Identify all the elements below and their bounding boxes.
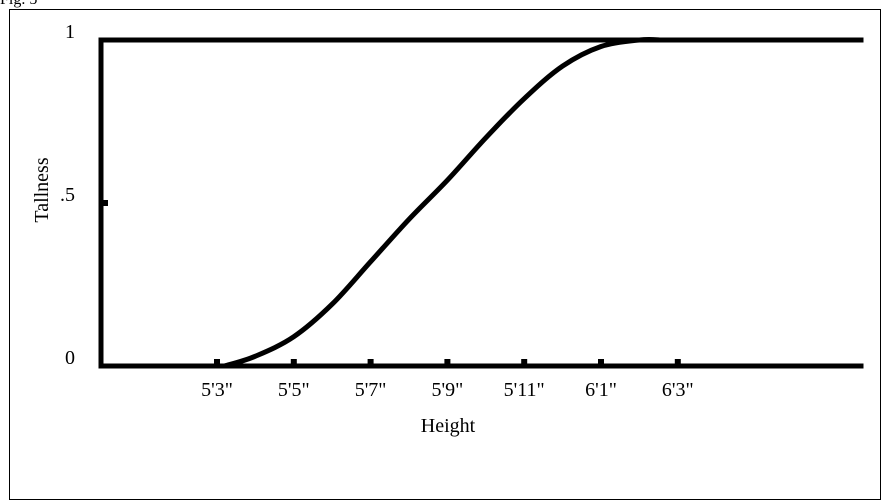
y-tick-label: .5 (60, 184, 75, 206)
y-tick-label: 0 (65, 347, 75, 369)
y-ticks-group: 0.51 (60, 21, 108, 369)
figure-frame (9, 9, 881, 500)
figure-label: Fig. 5 (0, 0, 37, 8)
x-tick-mark (521, 359, 528, 366)
x-tick-mark (598, 359, 604, 366)
x-tick-mark (367, 359, 374, 366)
x-tick-label: 5'9" (432, 379, 464, 401)
x-tick-label: 5'11" (504, 379, 545, 401)
x-tick-mark (674, 359, 681, 366)
y-axis-label: Tallness (31, 157, 53, 222)
y-tick-label: 1 (65, 21, 75, 43)
x-tick-mark (214, 359, 220, 366)
x-tick-label: 5'5" (278, 379, 310, 401)
x-tick-mark (444, 359, 451, 366)
axes-group (98, 37, 864, 369)
x-tick-mark (290, 359, 297, 366)
y-tick-mark (101, 200, 108, 206)
x-ticks-group: 5'3" 5'5" 5'7" 5'9" 5'11" 6'1" 6'3" (201, 359, 694, 401)
series-line (222, 37, 665, 369)
x-tick-label: 5'7" (355, 379, 387, 401)
x-tick-label: 5'3" (201, 379, 233, 401)
x-tick-label: 6'1" (585, 379, 617, 401)
x-axis-label: Height (421, 415, 476, 437)
x-tick-label: 6'3" (662, 379, 694, 401)
